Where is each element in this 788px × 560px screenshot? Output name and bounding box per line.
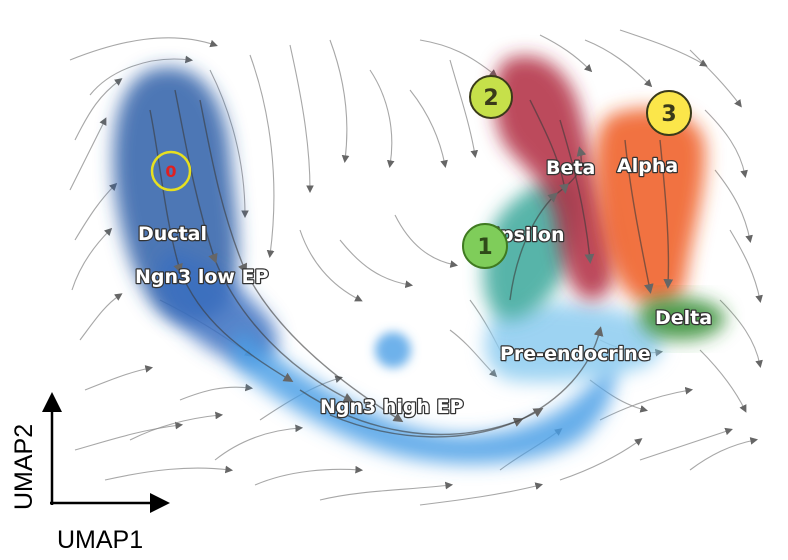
core-stream-5 xyxy=(509,146,587,301)
streamline-9 xyxy=(104,465,234,481)
streamline-41 xyxy=(129,411,224,441)
marker-1: 1 xyxy=(462,223,508,269)
streamline-19 xyxy=(449,59,479,159)
label-beta: Beta xyxy=(546,157,595,179)
streamline-7 xyxy=(84,365,154,391)
marker-3-circle xyxy=(646,90,692,136)
axis-indicator: UMAP1 UMAP2 xyxy=(10,392,170,554)
core-stream-4 xyxy=(329,408,544,438)
streamline-8 xyxy=(74,421,184,451)
marker-3: 3 xyxy=(646,90,692,136)
streamline-5 xyxy=(71,227,113,291)
streamline-36 xyxy=(584,39,653,88)
streamline-33 xyxy=(714,169,753,244)
marker-0: 0 xyxy=(150,150,192,192)
streamline-40 xyxy=(179,383,254,401)
streamline-23 xyxy=(319,481,454,501)
streamline-31 xyxy=(719,299,763,369)
core-stream-3 xyxy=(299,326,604,436)
umap1-arrowhead xyxy=(150,493,170,513)
marker-2: 2 xyxy=(469,75,513,119)
marker-0-text: 0 xyxy=(165,162,176,181)
streamline-11 xyxy=(249,54,275,259)
label-ductal: Ductal xyxy=(138,223,207,245)
streamline-3 xyxy=(69,117,107,191)
core-stream-9 xyxy=(529,99,569,194)
label-delta: Delta xyxy=(655,307,712,329)
label-ngn3-low-ep: Ngn3 low EP xyxy=(135,266,269,288)
streamline-28 xyxy=(639,427,733,461)
cloud-ngn3-high-ep xyxy=(231,330,615,464)
streamline-34 xyxy=(704,109,748,179)
cloud-ngn3-high-ep-blob xyxy=(375,332,411,368)
streamline-22 xyxy=(254,465,364,486)
streamline-1 xyxy=(89,55,194,96)
streamline-17 xyxy=(394,214,459,268)
cloud-alpha xyxy=(595,108,706,305)
marker-0-circle xyxy=(150,150,192,192)
streamline-26 xyxy=(559,438,643,481)
streamline-35 xyxy=(689,49,742,108)
streamline-16 xyxy=(339,239,414,289)
streamline-6 xyxy=(79,293,123,341)
core-stream-8 xyxy=(659,139,674,289)
marker-3-text: 3 xyxy=(661,102,676,127)
streamline-29 xyxy=(689,437,759,471)
marker-1-circle xyxy=(462,223,508,269)
marker-2-text: 2 xyxy=(483,86,498,111)
streamline-14 xyxy=(369,69,395,169)
streamline-27 xyxy=(599,386,694,421)
velocity-streamlines xyxy=(69,29,763,506)
cloud-delta xyxy=(640,297,726,340)
core-stream-7 xyxy=(624,139,654,294)
umap2-arrowhead xyxy=(42,392,62,412)
streamline-37 xyxy=(619,29,708,67)
streamline-20 xyxy=(419,39,498,77)
streamline-0 xyxy=(69,37,218,61)
streamline-30 xyxy=(699,349,747,413)
streamline-24 xyxy=(419,482,543,506)
streamline-10 xyxy=(209,69,249,219)
cluster-labels: Ductal Ngn3 low EP Ngn3 high EP Pre-endocri… xyxy=(134,154,714,420)
core-stream-2 xyxy=(199,99,404,423)
streamline-21 xyxy=(214,424,304,461)
y-axis-label: UMAP2 xyxy=(10,424,38,510)
label-ngn3-high-ep: Ngn3 high EP xyxy=(320,396,464,418)
label-alpha: Alpha xyxy=(617,155,678,177)
streamline-18 xyxy=(409,89,448,169)
streamline-13 xyxy=(329,39,350,164)
marker-1-text: 1 xyxy=(477,235,492,260)
streamline-32 xyxy=(729,229,763,304)
terminal-markers: 0 1 2 3 xyxy=(150,75,692,269)
streamline-2 xyxy=(74,78,123,141)
streamline-4 xyxy=(74,182,118,241)
streamline-12 xyxy=(289,44,314,194)
streamline-15 xyxy=(299,229,363,302)
streamline-43 xyxy=(449,329,498,378)
streamline-38 xyxy=(539,34,593,73)
x-axis-label: UMAP1 xyxy=(57,526,143,554)
marker-2-circle xyxy=(469,75,513,119)
label-pre-endocrine: Pre-endocrine xyxy=(500,343,651,365)
core-stream-6 xyxy=(559,119,595,264)
